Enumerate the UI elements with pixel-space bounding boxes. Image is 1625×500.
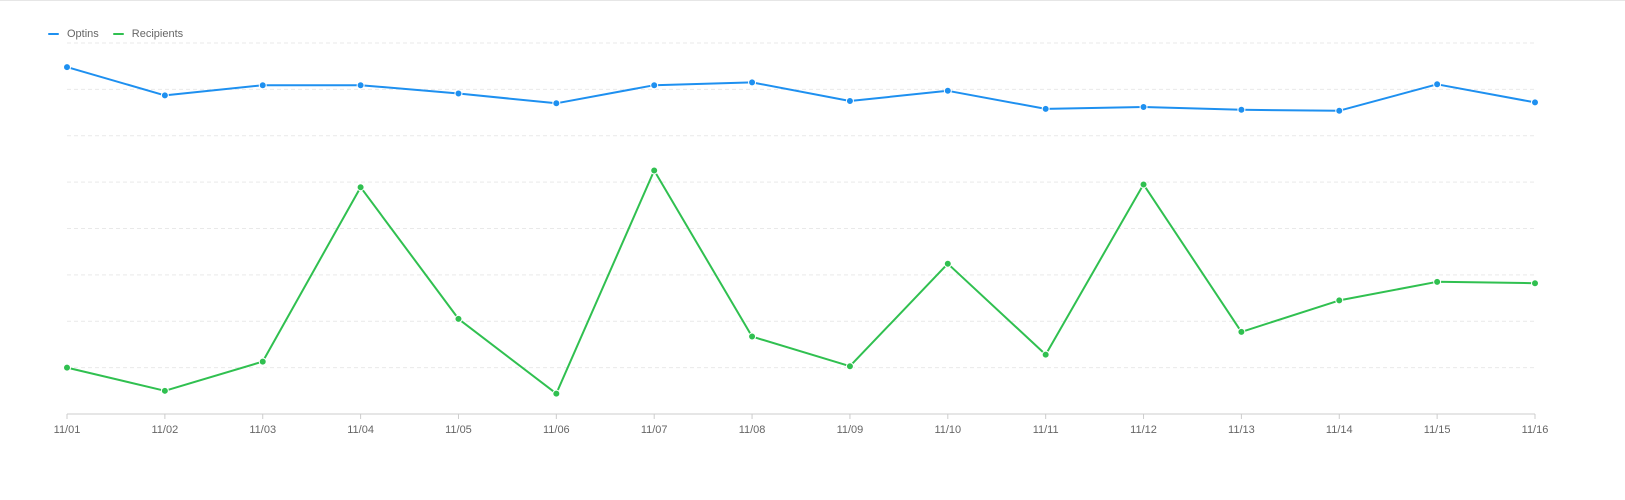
x-tick-label: 11/06 [543, 424, 570, 436]
data-point-optins[interactable] [1335, 106, 1344, 115]
x-tick-label: 11/02 [152, 424, 179, 436]
data-point-optins[interactable] [258, 81, 267, 90]
series-line-recipients [66, 169, 1536, 395]
x-tick-label: 11/10 [934, 424, 961, 436]
data-point-optins[interactable] [552, 99, 561, 108]
x-tick-label: 11/01 [54, 424, 81, 436]
data-point-optins[interactable] [1041, 104, 1050, 113]
x-tick-label: 11/07 [641, 424, 668, 436]
data-point-recipients[interactable] [1237, 327, 1246, 336]
data-point-optins[interactable] [1433, 80, 1442, 89]
data-point-optins[interactable] [943, 86, 952, 95]
data-point-optins[interactable] [160, 91, 169, 100]
data-point-recipients[interactable] [1139, 180, 1148, 189]
x-tick-label: 11/09 [837, 424, 864, 436]
data-point-recipients[interactable] [258, 357, 267, 366]
legend-label-optins: Optins [67, 28, 99, 40]
data-point-recipients[interactable] [748, 332, 757, 341]
data-point-optins[interactable] [748, 78, 757, 87]
x-tick-label: 11/03 [249, 424, 276, 436]
data-point-recipients[interactable] [943, 259, 952, 268]
data-point-recipients[interactable] [650, 166, 659, 175]
x-tick-label: 11/08 [739, 424, 766, 436]
legend-item-optins[interactable]: Optins [48, 28, 99, 40]
data-point-recipients[interactable] [1335, 296, 1344, 305]
data-point-recipients[interactable] [454, 314, 463, 323]
legend-label-recipients: Recipients [131, 28, 184, 40]
data-point-optins[interactable] [1237, 105, 1246, 114]
data-point-recipients[interactable] [1041, 350, 1050, 359]
x-tick-label: 11/11 [1033, 424, 1059, 436]
x-tick-label: 11/15 [1424, 424, 1451, 436]
legend-swatch-optins [48, 33, 59, 35]
series-line-optins [66, 66, 1536, 112]
top-border [0, 0, 1625, 1]
x-tick-label: 11/14 [1326, 424, 1353, 436]
legend-item-recipients[interactable]: Recipients [112, 28, 184, 40]
x-tick-label: 11/05 [445, 424, 472, 436]
x-tick-label: 11/16 [1522, 424, 1549, 436]
data-point-recipients[interactable] [1433, 277, 1442, 286]
data-point-optins[interactable] [454, 89, 463, 98]
x-tick-label: 11/12 [1130, 424, 1157, 436]
data-point-recipients[interactable] [356, 183, 365, 192]
data-point-optins[interactable] [650, 81, 659, 90]
data-point-recipients[interactable] [63, 363, 71, 372]
x-tick-label: 11/13 [1228, 424, 1255, 436]
legend-swatch-recipients [112, 33, 124, 35]
data-point-recipients[interactable] [552, 389, 561, 398]
data-point-optins[interactable] [1531, 98, 1539, 107]
legend: Optins Recipients [48, 28, 183, 40]
x-tick-label: 11/04 [347, 424, 374, 436]
data-point-recipients[interactable] [160, 386, 169, 395]
data-point-recipients[interactable] [1531, 279, 1539, 288]
data-point-optins[interactable] [356, 81, 365, 90]
data-point-optins[interactable] [1139, 102, 1148, 111]
data-point-optins[interactable] [845, 96, 854, 105]
data-point-recipients[interactable] [845, 362, 854, 371]
data-point-optins[interactable] [63, 63, 71, 72]
